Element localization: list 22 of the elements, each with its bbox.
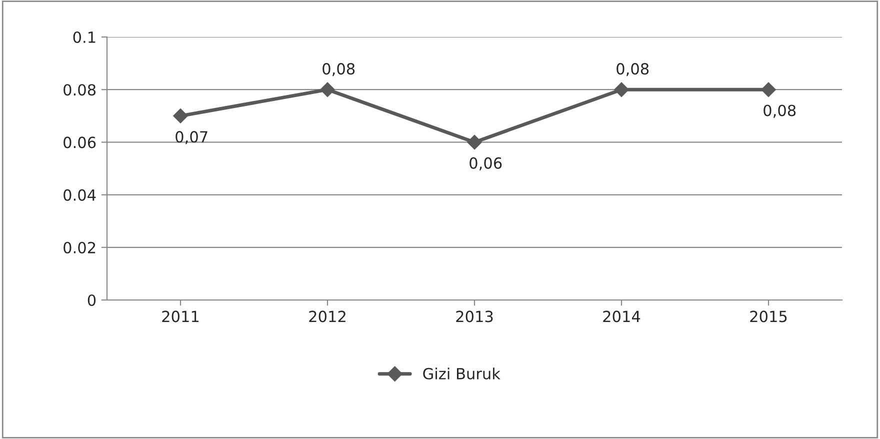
y-tick-label: 0.02 <box>64 242 96 254</box>
y-tick-label: 0.04 <box>64 189 96 201</box>
data-label: 0,08 <box>764 104 796 118</box>
point <box>614 82 629 97</box>
y-tick-label: 0.08 <box>64 84 96 96</box>
x-tick-label: 2011 <box>162 310 199 322</box>
x-tick-label: 2012 <box>309 310 346 322</box>
x-tick-label: 2013 <box>456 310 493 322</box>
data-label: 0,08 <box>616 63 649 76</box>
y-tick-label: 0.06 <box>64 136 96 148</box>
y-tick-label: 0.1 <box>73 31 96 44</box>
x-tick-label: 2014 <box>603 310 640 322</box>
point <box>173 108 188 124</box>
data-label: 0,08 <box>322 63 355 76</box>
data-label: 0,07 <box>176 131 208 144</box>
legend-label: Gizi Buruk <box>423 368 500 380</box>
x-tick-label: 2015 <box>750 310 787 322</box>
data-label: 0,06 <box>470 157 502 170</box>
point <box>467 134 482 150</box>
point <box>320 82 335 97</box>
y-tick-label: 0 <box>88 294 96 306</box>
point <box>761 82 776 97</box>
